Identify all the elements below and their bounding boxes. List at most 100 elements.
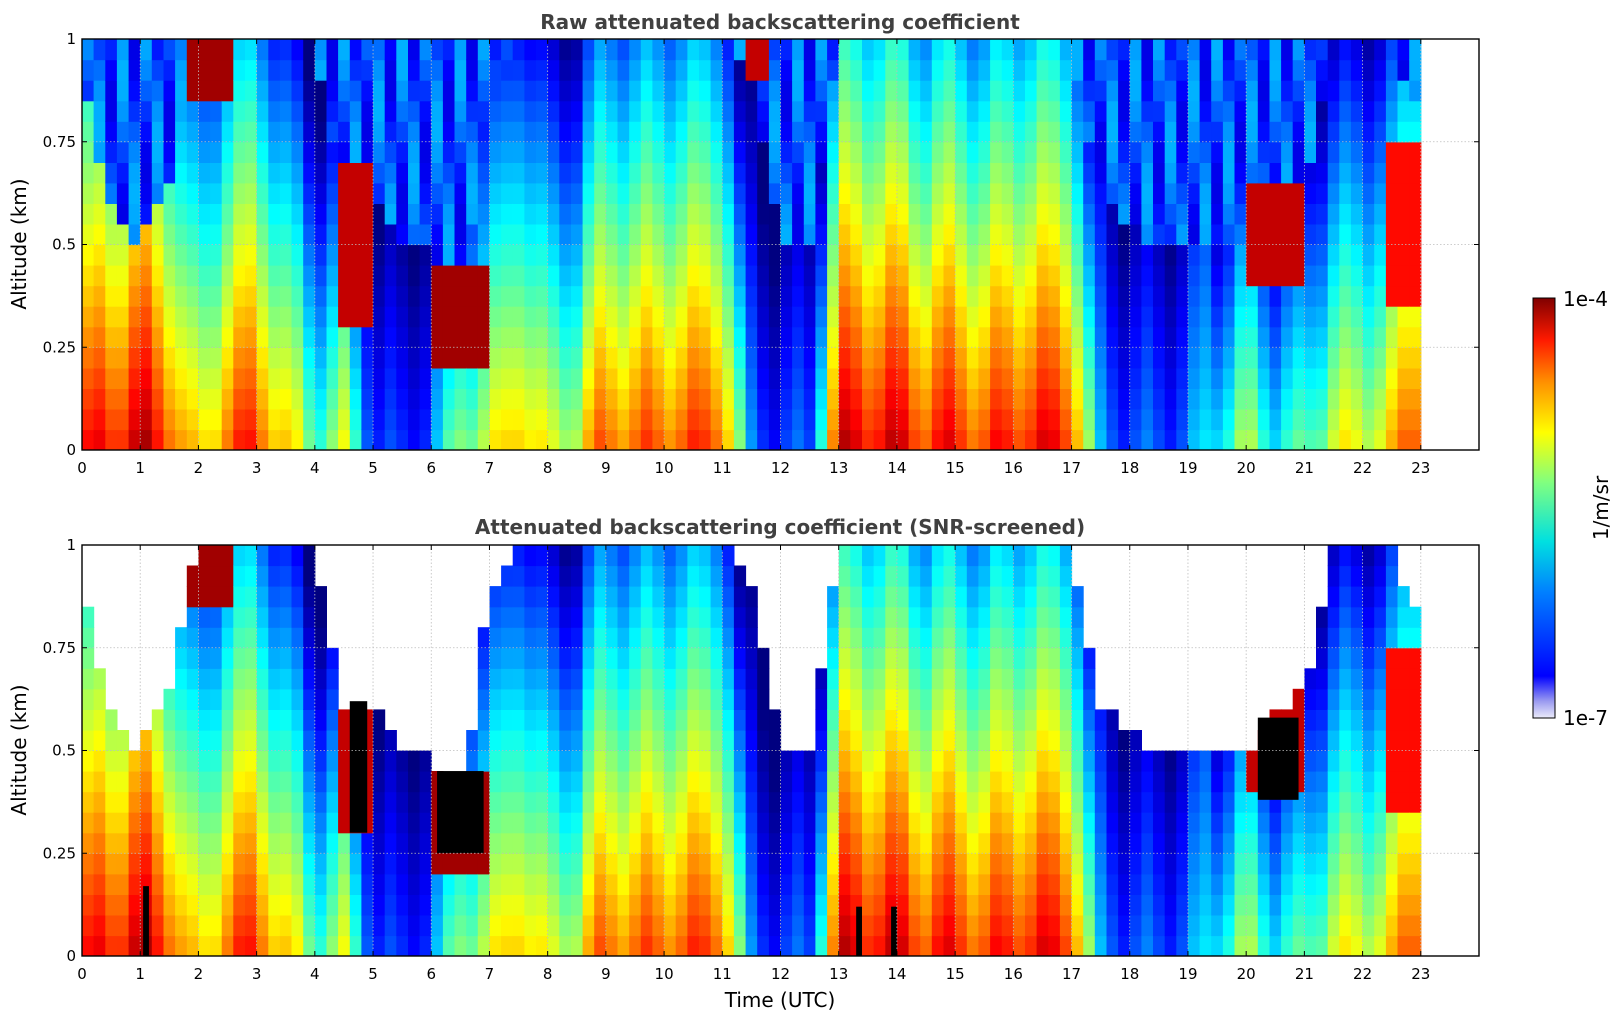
heatmap-cell: [256, 80, 269, 102]
heatmap-cell: [1036, 100, 1049, 122]
y-tick-label: 0.75: [43, 133, 76, 151]
heatmap-cell: [151, 244, 164, 266]
heatmap-cell: [268, 791, 281, 813]
heatmap-cell: [1292, 429, 1305, 450]
heatmap-cell: [82, 326, 95, 348]
heatmap-cell: [233, 223, 246, 246]
heatmap-cell: [1397, 121, 1410, 143]
heatmap-cell: [1025, 285, 1038, 307]
heatmap-cell: [966, 408, 979, 431]
heatmap-cell: [1083, 285, 1096, 307]
heatmap-cell: [1339, 914, 1352, 937]
heatmap-cell: [1141, 141, 1154, 163]
heatmap-cell: [466, 873, 479, 895]
heatmap-cell: [454, 80, 467, 102]
heatmap-cell: [571, 935, 584, 956]
heatmap-cell: [536, 408, 549, 431]
heatmap-cell: [931, 914, 944, 937]
heatmap-cell: [1001, 162, 1014, 184]
heatmap-cell: [1350, 545, 1364, 567]
heatmap-cell: [268, 647, 281, 669]
heatmap-cell: [780, 791, 793, 813]
heatmap-cell: [943, 80, 956, 102]
heatmap-cell: [594, 647, 607, 669]
heatmap-cell: [1385, 408, 1399, 431]
heatmap-cell: [873, 730, 886, 752]
colorbar-min-label: 1e-7: [1563, 706, 1608, 730]
heatmap-cell: [617, 141, 630, 163]
heatmap-cell: [82, 203, 95, 225]
heatmap-cell: [827, 832, 840, 854]
heatmap-cell: [1071, 647, 1084, 669]
x-tick-label: 23: [1411, 459, 1430, 477]
heatmap-cell: [1141, 162, 1154, 184]
heatmap-cell: [1304, 688, 1317, 710]
heatmap-cell: [955, 162, 968, 184]
heatmap-cell: [780, 285, 793, 307]
heatmap-cell: [605, 244, 619, 266]
heatmap-cell: [617, 627, 630, 649]
heatmap-cell: [291, 141, 304, 163]
heatmap-cell: [314, 688, 327, 710]
heatmap-cell: [1129, 873, 1142, 895]
heatmap-cell: [1199, 429, 1212, 450]
heatmap-cell: [489, 285, 502, 307]
heatmap-cell: [908, 791, 921, 813]
heatmap-cell: [245, 771, 258, 793]
heatmap-cell: [1176, 100, 1189, 122]
heatmap-cell: [116, 791, 130, 813]
heatmap-cell: [710, 791, 723, 813]
y-tick-label: 0.5: [52, 236, 76, 254]
heatmap-cell: [291, 627, 304, 649]
heatmap-cell: [1327, 80, 1340, 102]
heatmap-cell: [536, 791, 549, 813]
heatmap-cell: [757, 688, 770, 710]
heatmap-cell: [291, 121, 304, 143]
heatmap-cell: [1013, 39, 1026, 61]
heatmap-cell: [175, 306, 188, 328]
heatmap-cell: [827, 388, 840, 410]
heatmap-cell: [1071, 367, 1084, 389]
heatmap-cell: [908, 750, 921, 772]
heatmap-cell: [1129, 326, 1142, 348]
heatmap-cell: [163, 894, 176, 916]
heatmap-cell: [233, 606, 246, 628]
heatmap-cell: [175, 668, 188, 690]
heatmap-cell: [303, 832, 316, 854]
heatmap-cell: [396, 771, 409, 793]
heatmap-cell: [1071, 935, 1084, 956]
heatmap-cell: [792, 223, 805, 246]
heatmap-cell: [1257, 162, 1270, 184]
heatmap-cell: [373, 141, 386, 163]
heatmap-cell: [279, 586, 293, 608]
heatmap-cell: [384, 935, 397, 956]
heatmap-cell: [1141, 39, 1154, 61]
heatmap-cell: [1059, 853, 1073, 875]
heatmap-cell: [664, 203, 677, 225]
heatmap-cell: [93, 853, 106, 875]
heatmap-cell: [1153, 326, 1166, 348]
heatmap-cell: [396, 141, 409, 163]
heatmap-cell: [151, 388, 164, 410]
heatmap-cell: [338, 914, 351, 937]
heatmap-cell: [768, 914, 782, 937]
heatmap-cell: [827, 586, 840, 608]
heatmap-cell: [838, 771, 851, 793]
heatmap-cell: [722, 408, 735, 431]
heatmap-cell: [1129, 285, 1142, 307]
heatmap-cell: [1141, 771, 1154, 793]
heatmap-cell: [1094, 80, 1107, 102]
heatmap-cell: [291, 367, 304, 389]
heatmap-cell: [745, 771, 758, 793]
heatmap-cell: [547, 586, 560, 608]
heatmap-cell: [431, 223, 444, 246]
heatmap-cell: [1106, 100, 1119, 122]
heatmap-cell: [1222, 914, 1236, 937]
heatmap-cell: [1094, 791, 1107, 813]
heatmap-cell: [524, 367, 537, 389]
heatmap-cell: [82, 244, 95, 266]
heatmap-cell: [1292, 935, 1305, 956]
heatmap-cell: [408, 873, 421, 895]
heatmap-cell: [978, 347, 991, 369]
heatmap-cell: [605, 586, 619, 608]
